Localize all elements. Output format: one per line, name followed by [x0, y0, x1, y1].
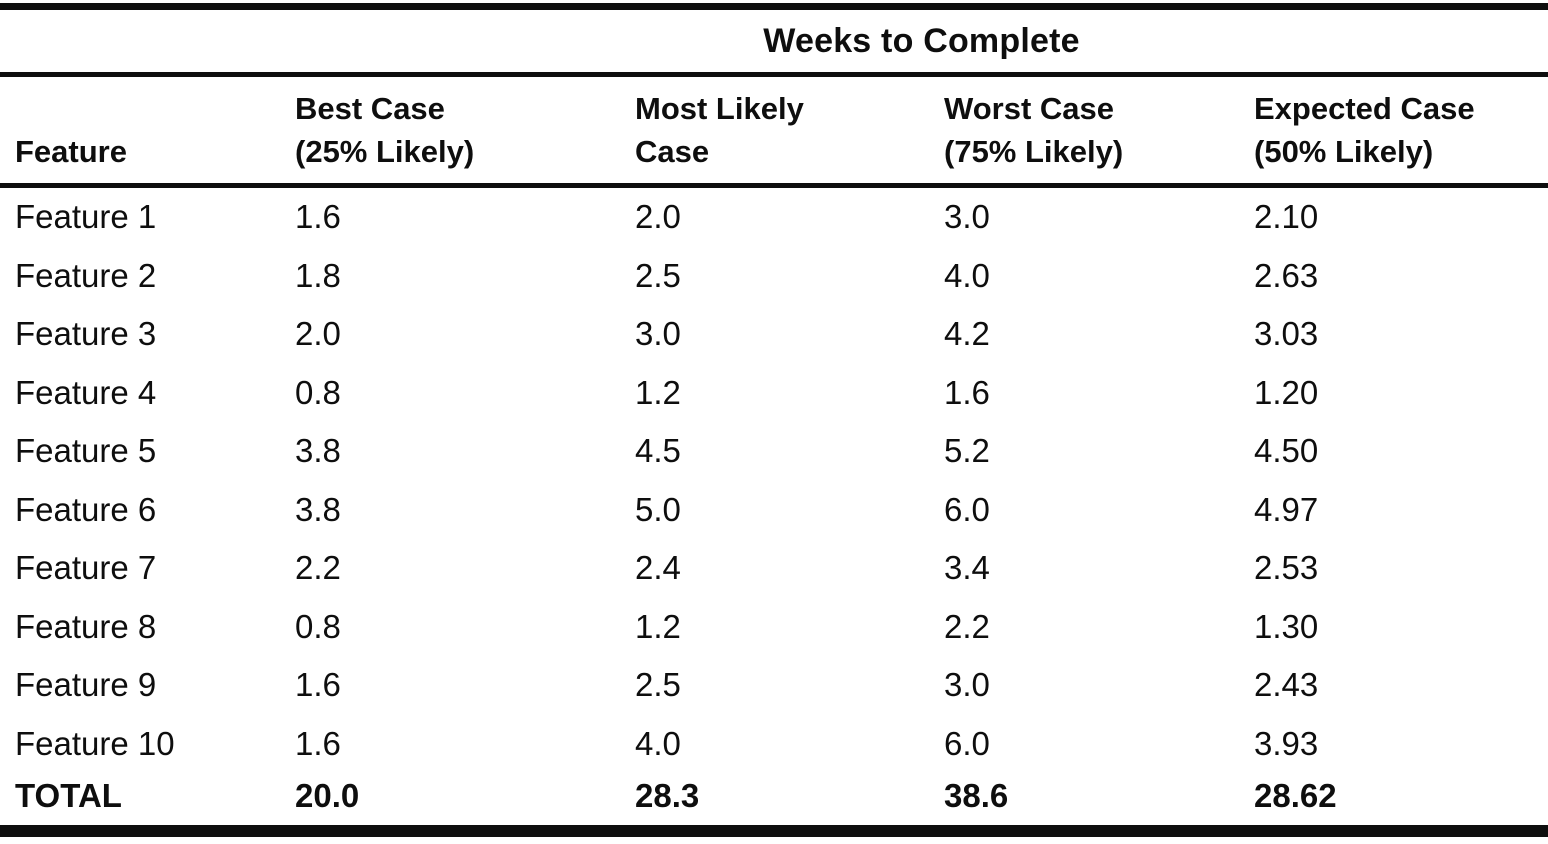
cell-worst-case: 6.0 — [944, 490, 990, 528]
total-label: TOTAL — [15, 777, 122, 814]
table-row: Feature 2 1.8 2.5 4.0 2.63 — [0, 247, 1548, 306]
cell-expected: 1.30 — [1254, 607, 1319, 645]
cell-worst-case: 3.0 — [944, 198, 990, 236]
rule-below-title — [0, 72, 1548, 77]
top-rule — [0, 3, 1548, 10]
cell-best-case: 2.2 — [295, 549, 341, 587]
cell-expected: 2.10 — [1254, 198, 1319, 236]
cell-best-case: 1.8 — [295, 256, 341, 294]
table-row: Feature 1 1.6 2.0 3.0 2.10 — [0, 188, 1548, 247]
cell-worst-case: 4.2 — [944, 315, 990, 353]
cell-worst-case: 3.0 — [944, 666, 990, 704]
cell-most-likely: 1.2 — [635, 373, 681, 411]
cell-most-likely: 3.0 — [635, 315, 681, 353]
column-header-best-case: Best Case (25% Likely) — [295, 91, 475, 170]
cell-expected: 1.20 — [1254, 373, 1319, 411]
cell-best-case: 3.8 — [295, 490, 341, 528]
cell-most-likely: 5.0 — [635, 490, 681, 528]
cell-best-case: 2.0 — [295, 315, 341, 353]
table-row: Feature 4 0.8 1.2 1.6 1.20 — [0, 364, 1548, 423]
cell-best-case: 1.6 — [295, 198, 341, 236]
total-expected-case: 28.62 — [1254, 777, 1337, 814]
table-row: Feature 8 0.8 1.2 2.2 1.30 — [0, 598, 1548, 657]
cell-expected: 2.43 — [1254, 666, 1319, 704]
cell-feature: Feature 10 — [15, 724, 175, 762]
table-row: Feature 10 1.6 4.0 6.0 3.93 — [0, 715, 1548, 774]
cell-feature: Feature 2 — [15, 256, 157, 294]
cell-best-case: 0.8 — [295, 607, 341, 645]
cell-best-case: 3.8 — [295, 432, 341, 470]
cell-expected: 2.63 — [1254, 256, 1319, 294]
total-best-case: 20.0 — [295, 777, 360, 814]
cell-worst-case: 3.4 — [944, 549, 990, 587]
cell-feature: Feature 3 — [15, 315, 157, 353]
cell-feature: Feature 4 — [15, 373, 157, 411]
cell-feature: Feature 6 — [15, 490, 157, 528]
cell-most-likely: 2.5 — [635, 256, 681, 294]
cell-worst-case: 1.6 — [944, 373, 990, 411]
table-title: Weeks to Complete — [763, 21, 1080, 60]
cell-feature: Feature 5 — [15, 432, 157, 470]
total-worst-case: 38.6 — [944, 777, 1009, 814]
cell-feature: Feature 8 — [15, 607, 157, 645]
column-header-feature: Feature — [15, 134, 127, 170]
cell-best-case: 1.6 — [295, 724, 341, 762]
table-row: Feature 7 2.2 2.4 3.4 2.53 — [0, 539, 1548, 598]
cell-expected: 3.03 — [1254, 315, 1319, 353]
cell-most-likely: 4.0 — [635, 724, 681, 762]
cell-worst-case: 4.0 — [944, 256, 990, 294]
cell-worst-case: 6.0 — [944, 724, 990, 762]
total-row: TOTAL 20.0 28.3 38.6 28.62 — [0, 773, 1548, 819]
cell-best-case: 0.8 — [295, 373, 341, 411]
table-row: Feature 6 3.8 5.0 6.0 4.97 — [0, 481, 1548, 540]
cell-worst-case: 5.2 — [944, 432, 990, 470]
cell-feature: Feature 1 — [15, 198, 157, 236]
cell-most-likely: 1.2 — [635, 607, 681, 645]
spanner-row: Weeks to Complete — [0, 10, 1548, 72]
table-row: Feature 9 1.6 2.5 3.0 2.43 — [0, 656, 1548, 715]
rule-below-header — [0, 183, 1548, 188]
bottom-rule — [0, 825, 1548, 837]
cell-worst-case: 2.2 — [944, 607, 990, 645]
cell-most-likely: 2.0 — [635, 198, 681, 236]
cell-expected: 4.50 — [1254, 432, 1319, 470]
table-body: Feature 1 1.6 2.0 3.0 2.10 Feature 2 1.8… — [0, 188, 1548, 773]
table-row: Feature 5 3.8 4.5 5.2 4.50 — [0, 422, 1548, 481]
cell-most-likely: 4.5 — [635, 432, 681, 470]
column-header-worst-case: Worst Case (75% Likely) — [944, 91, 1124, 170]
table-row: Feature 3 2.0 3.0 4.2 3.03 — [0, 305, 1548, 364]
cell-expected: 3.93 — [1254, 724, 1319, 762]
column-header-most-likely-case: Most Likely Case — [635, 91, 804, 170]
cell-expected: 4.97 — [1254, 490, 1319, 528]
cell-most-likely: 2.4 — [635, 549, 681, 587]
header-row: Feature Best Case (25% Likely) Most Like… — [0, 77, 1548, 183]
cell-feature: Feature 7 — [15, 549, 157, 587]
column-header-expected-case: Expected Case (50% Likely) — [1254, 91, 1475, 170]
cell-most-likely: 2.5 — [635, 666, 681, 704]
cell-expected: 2.53 — [1254, 549, 1319, 587]
cell-best-case: 1.6 — [295, 666, 341, 704]
cell-feature: Feature 9 — [15, 666, 157, 704]
total-most-likely-case: 28.3 — [635, 777, 700, 814]
